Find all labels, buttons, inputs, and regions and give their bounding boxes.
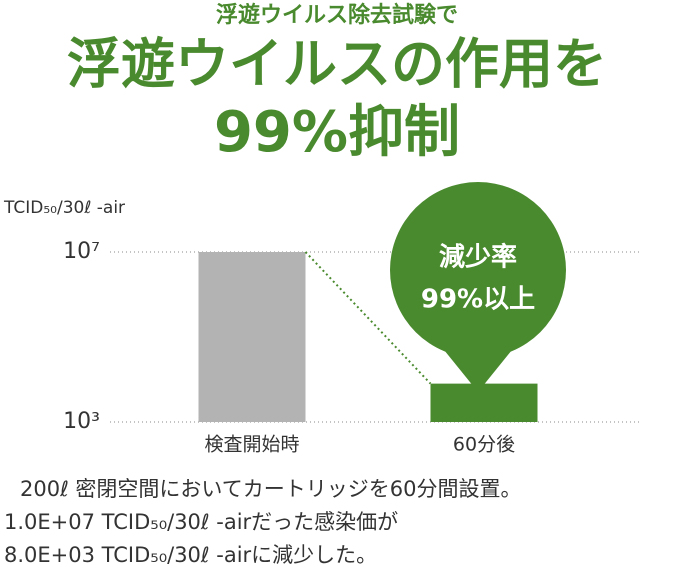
connector [304,251,432,385]
x-tick-label: 60分後 [453,434,515,456]
bar [430,383,538,422]
callout-text: 減少率 [439,242,517,273]
y-tick-label: 10⁷ [63,239,100,264]
x-tick-label: 検査開始時 [204,434,299,456]
callout-text: 99%以上 [421,285,535,315]
note: 200ℓ 密閉空間においてカートリッジを60分間設置。 [20,477,522,501]
callout [390,182,566,358]
subtitle: 浮遊ウイルス除去試験で [216,2,458,28]
y-tick-label: 10³ [63,409,100,434]
title: 浮遊ウイルスの作用を [67,33,607,96]
note: 8.0E+03 TCID₅₀/30ℓ -airに減少した。 [4,543,377,567]
note: 1.0E+07 TCID₅₀/30ℓ -airだった感染価が [4,510,398,534]
callout-pointer [440,345,516,392]
bar [198,252,306,422]
title: 99%抑制 [214,100,460,165]
y-axis-label: TCID₅₀/30ℓ -air [3,198,125,218]
